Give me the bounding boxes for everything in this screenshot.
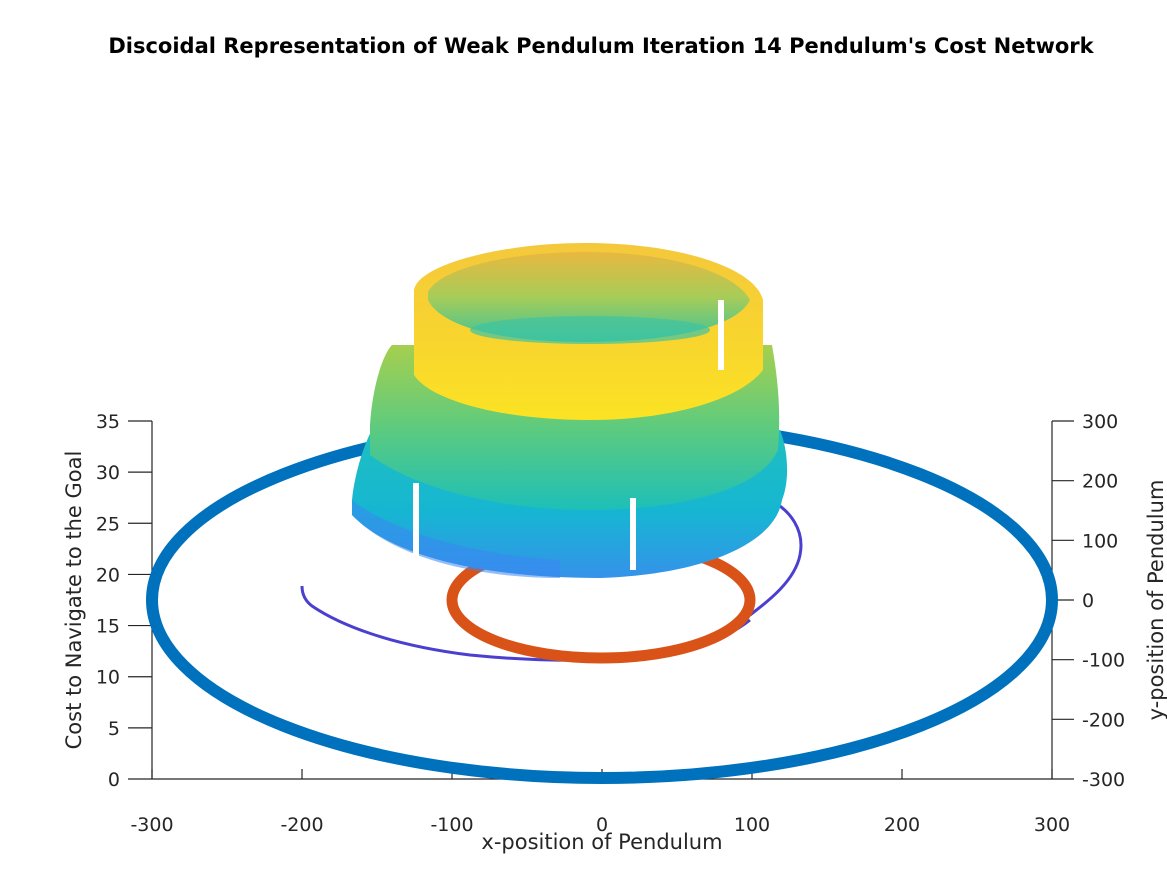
x-tick-label: -100 (430, 814, 473, 836)
inner-ring-front (446, 599, 756, 664)
z-tick-label: 20 (96, 564, 120, 586)
z-tick-label: 0 (108, 769, 120, 791)
y-tick-label: -300 (1082, 769, 1125, 791)
z-axis: 35 30 25 20 15 10 5 0 (96, 411, 153, 791)
y-axis-label: y-position of Pendulum (1144, 480, 1167, 721)
y-axis: 300 200 100 0 -100 -200 -300 (1051, 411, 1125, 791)
y-tick-label: -200 (1082, 709, 1125, 731)
chart-title: Discoidal Representation of Weak Pendulu… (108, 34, 1094, 58)
x-axis-label: x-position of Pendulum (481, 830, 722, 854)
x-tick-label: -300 (130, 814, 173, 836)
cost-surface (352, 243, 788, 578)
z-axis-label: Cost to Navigate to the Goal (62, 451, 86, 750)
z-tick-label: 5 (108, 718, 120, 740)
trajectory-back (749, 498, 803, 617)
x-tick-label: -200 (280, 814, 323, 836)
x-tick-label: 100 (734, 814, 770, 836)
x-tick-label: 0 (596, 814, 608, 836)
z-tick-label: 15 (96, 616, 120, 638)
x-tick-label: 200 (884, 814, 920, 836)
y-tick-label: 100 (1082, 530, 1118, 552)
z-tick-label: 35 (96, 411, 120, 433)
y-tick-label: 300 (1082, 411, 1118, 433)
z-tick-label: 10 (96, 667, 120, 689)
z-tick-label: 30 (96, 462, 120, 484)
y-tick-label: 200 (1082, 471, 1118, 493)
y-tick-label: 0 (1082, 590, 1094, 612)
z-tick-label: 25 (96, 513, 120, 535)
outer-ring-front (146, 599, 1058, 784)
y-tick-label: -100 (1082, 650, 1125, 672)
x-tick-label: 300 (1034, 814, 1070, 836)
